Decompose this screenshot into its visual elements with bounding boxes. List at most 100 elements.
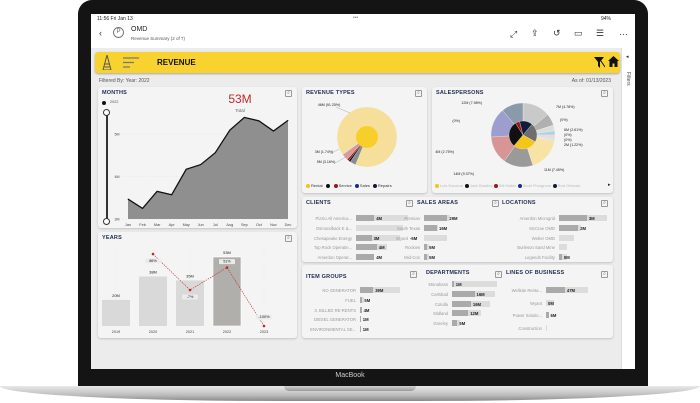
legend-item[interactable]: Rod Orlando [552, 183, 580, 188]
focus-mode-icon[interactable]: ⌕ [601, 271, 608, 278]
bar-row[interactable]: Amerdon Operat... 4M [302, 254, 382, 261]
salespersons-pie: 12M (7.98%)7M (4.78%)(0%) (0%)6M (2.61%)(… [435, 101, 583, 176]
bar-row[interactable]: Osmondback E &... [302, 224, 403, 232]
undo-icon[interactable]: ↺ [553, 28, 561, 38]
growth-line [152, 253, 265, 327]
bar-label: 53M [223, 250, 231, 255]
focus-mode-icon[interactable]: ⌕ [410, 271, 417, 278]
legend-item[interactable] [325, 183, 331, 188]
bar-row[interactable]: Wellsite Renta... 47M [502, 287, 588, 294]
bar-row[interactable]: Permian 29M [392, 215, 458, 222]
bar-row[interactable]: Top Rock Operatin... 4M [302, 244, 388, 251]
expand-icon[interactable]: ⤢ [510, 29, 518, 39]
salesperson-inner-slice-4 [519, 120, 533, 136]
home-icon[interactable] [608, 56, 619, 67]
legend-item[interactable]: Scott Prosgrove [517, 183, 551, 188]
bar-row[interactable]: Construction [502, 324, 547, 332]
salespersons-title: SALESPERSONS [436, 90, 484, 96]
bar-row[interactable]: Rockies 5M [392, 244, 435, 251]
bar-label: Weber OMD [531, 235, 555, 241]
bar-row[interactable]: Weber OMD [497, 234, 575, 242]
bar-row[interactable]: McCrae OMD 2M [497, 224, 586, 232]
laptop-notch [284, 386, 416, 391]
logo-icon: P [113, 27, 124, 38]
salesperson-inner-slice-2 [508, 122, 524, 146]
focus-mode-icon[interactable]: ⌕ [415, 90, 422, 97]
list-icon[interactable]: ☰ [596, 28, 605, 38]
legend-item[interactable]: Bill Halter [494, 183, 516, 188]
bar-label: Greeley [433, 321, 448, 327]
data-label: (0%) [452, 119, 460, 123]
data-label: 6M (2.61%) [564, 128, 583, 132]
legend-item[interactable]: Jack Bradley [464, 183, 493, 188]
bar-value: 16M [476, 291, 485, 297]
bar-track [546, 312, 549, 318]
bar-row[interactable]: 3. BILLED RE-RENTS 4M [302, 306, 369, 314]
legend-dot [494, 183, 499, 188]
legend-item[interactable]: Luis Escobar [435, 183, 463, 188]
salespersons-legend: Luis Escobar Jack Bradley Bill Halter Scott… [435, 183, 582, 188]
bar-row[interactable]: Chesapeake Energy 3M [302, 234, 401, 242]
focus-mode-icon[interactable]: ⌕ [495, 271, 502, 278]
bar-row[interactable]: South Texas 16M [392, 224, 447, 232]
focus-mode-icon[interactable]: ⌕ [601, 200, 608, 207]
bar-fill [559, 224, 579, 231]
more-icon[interactable]: … [619, 27, 628, 37]
x-tick-label: Nov [270, 223, 277, 227]
bar-row[interactable]: DIESEL GENERATOR 1M [302, 316, 369, 323]
focus-mode-icon[interactable]: ⌕ [406, 200, 413, 207]
legend-dot [517, 183, 522, 188]
bar-row[interactable]: Monahans 1M [426, 281, 497, 288]
bar-row[interactable]: Wyant -5M [392, 234, 448, 242]
legend-item[interactable]: Rental [306, 183, 323, 188]
bar-row[interactable]: FUEL 5M [302, 296, 370, 304]
bar-row[interactable]: Wyant 0M [502, 299, 555, 307]
comment-icon[interactable]: ▭ [574, 28, 583, 38]
focus-mode-icon[interactable]: ⌕ [492, 200, 499, 207]
bar-fill [424, 244, 428, 251]
menu-icon[interactable] [123, 57, 139, 68]
back-icon[interactable]: ‹ [99, 28, 102, 38]
legend-item[interactable]: Sales [354, 183, 370, 188]
focus-mode-icon[interactable]: ⌕ [285, 90, 292, 97]
clear-filter-icon[interactable] [594, 57, 605, 68]
inner-circle [356, 126, 378, 148]
filters-pane[interactable]: ◂ Filters [621, 48, 635, 369]
focus-mode-icon[interactable]: ⌕ [601, 90, 608, 97]
bar-row[interactable]: Legends Facility 0M [497, 254, 570, 261]
slider-track[interactable] [106, 112, 108, 222]
slider-handle-bottom[interactable] [103, 218, 110, 225]
bar-row[interactable]: Pizzio All America... 4M [302, 215, 408, 222]
company-logo-icon [102, 55, 112, 70]
bar-row[interactable]: Amerdon Microgrid 3M [497, 215, 607, 222]
bar-row[interactable]: Midland 12M [426, 310, 482, 317]
leader-lines [329, 106, 351, 164]
x-tick-label: 2019 [112, 330, 120, 334]
collapse-icon[interactable]: ◂ [626, 54, 629, 60]
bar-label: Power Solutio... [512, 313, 542, 318]
bar-row[interactable]: NO GENERATOR 39M [302, 287, 400, 294]
bar-value: 4M [363, 307, 370, 313]
legend-item[interactable]: Service [333, 183, 352, 188]
bar-row[interactable]: Greeley 5M [426, 320, 465, 327]
bar-row[interactable]: Burleson Sand Mine [497, 244, 568, 251]
bar-value: -5M [410, 235, 418, 241]
share-icon[interactable]: ⇪ [531, 28, 539, 38]
legend-next-icon[interactable]: ▸ [608, 182, 611, 188]
bar-row[interactable]: ENVIRONMENTAL SE... 1M [302, 326, 369, 333]
bar-track [360, 287, 400, 293]
bar-row[interactable]: Power Solutio... 6M [502, 312, 556, 319]
bar-row[interactable]: Mid-Con 5M [392, 254, 435, 261]
multitask-dots[interactable]: ••• [353, 15, 359, 21]
bar-fill [360, 287, 374, 293]
status-time: 11:56 Fri Jan 13 [97, 16, 133, 22]
legend-item[interactable]: Repairs [372, 183, 392, 188]
bar-row[interactable]: Cotulla 16M [426, 300, 491, 308]
bar-track [452, 281, 497, 287]
bar-row[interactable]: Carlsbad 16M [426, 290, 495, 298]
slider-handle-top[interactable] [103, 109, 110, 116]
growth-label-bg [145, 258, 161, 264]
report-title[interactable]: OMD [131, 26, 148, 33]
focus-mode-icon[interactable]: ⌕ [285, 235, 292, 242]
bar-track [424, 215, 450, 221]
